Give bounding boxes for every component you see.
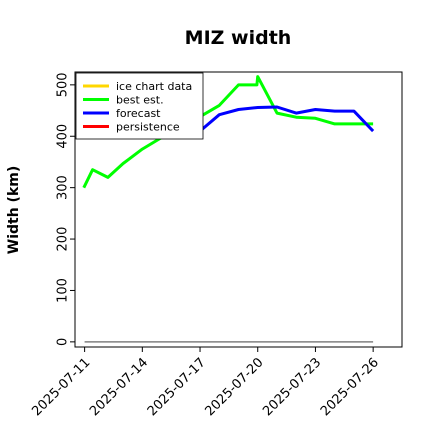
legend-label: persistence	[116, 121, 180, 134]
y-tick-label: 0	[56, 338, 71, 346]
y-tick-label: 400	[56, 124, 71, 149]
y-axis-label: Width (km)	[6, 166, 22, 255]
plot-frame	[74, 71, 403, 348]
y-tick-label: 100	[56, 278, 71, 303]
y-tick-label: 300	[56, 175, 71, 200]
series-line-forecast	[199, 105, 375, 133]
y-axis: 0 100 200 300 400 500	[56, 72, 75, 346]
legend-label: forecast	[116, 107, 161, 120]
y-tick-label: 200	[56, 227, 71, 252]
legend-label: ice chart data	[116, 80, 192, 93]
legend-label: best est.	[116, 94, 164, 107]
series-line-best-est-	[82, 75, 374, 189]
series-layer	[82, 75, 375, 343]
chart-title: MIZ width	[185, 27, 292, 49]
y-tick-label: 500	[56, 72, 71, 97]
plot-area	[74, 71, 403, 348]
